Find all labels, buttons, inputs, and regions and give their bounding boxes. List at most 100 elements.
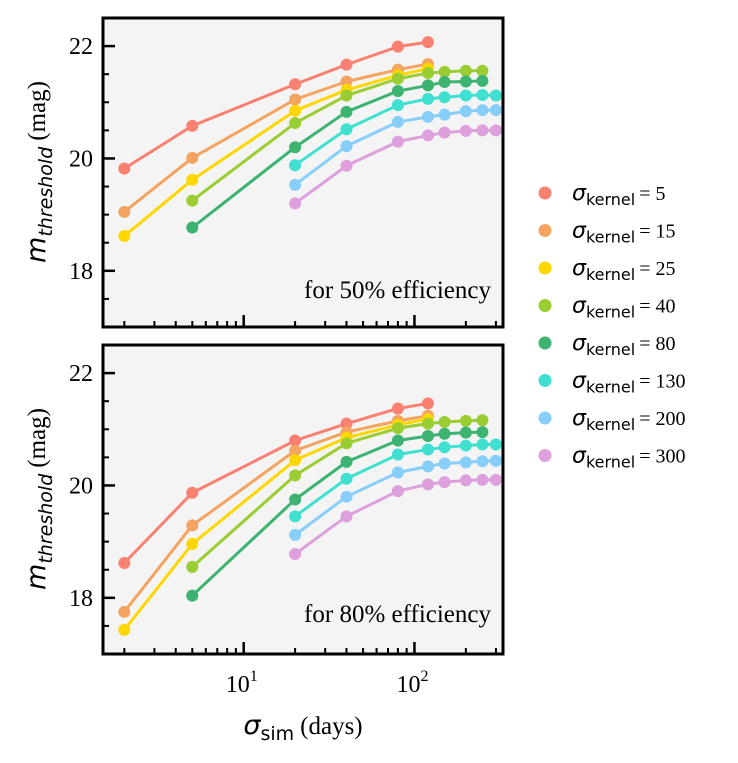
data-point bbox=[186, 221, 199, 234]
legend-marker bbox=[538, 336, 552, 350]
data-point bbox=[421, 443, 434, 456]
data-point bbox=[391, 99, 404, 112]
series-σkernel-300 bbox=[289, 473, 502, 560]
y-label-unit: (mag) bbox=[24, 408, 51, 468]
data-point bbox=[340, 58, 353, 71]
legend-item: σkernel = 5 bbox=[538, 181, 666, 209]
data-point bbox=[476, 124, 489, 137]
data-point bbox=[340, 123, 353, 136]
data-point bbox=[391, 40, 404, 53]
series-σkernel-5 bbox=[118, 397, 434, 569]
data-point bbox=[391, 485, 404, 498]
data-point bbox=[476, 74, 489, 87]
series-σkernel-200 bbox=[289, 104, 502, 191]
data-point bbox=[186, 151, 199, 164]
data-point bbox=[476, 104, 489, 117]
data-point bbox=[391, 85, 404, 98]
annotation-50-efficiency: for 50% efficiency bbox=[304, 277, 491, 304]
x-label-symbol: σ bbox=[243, 710, 261, 741]
data-point bbox=[489, 124, 502, 137]
series-layer bbox=[118, 36, 502, 242]
y-axis-label-top: mthreshold (mag) bbox=[21, 81, 57, 263]
data-point bbox=[289, 159, 302, 172]
data-point bbox=[391, 402, 404, 415]
data-point bbox=[489, 454, 502, 467]
x-label-subscript: sim bbox=[260, 723, 294, 745]
panel-top-50-efficiency: 18 20 22 for 50% efficiency mthreshold (mag… bbox=[21, 16, 505, 329]
data-point bbox=[459, 89, 472, 102]
data-point bbox=[289, 117, 302, 130]
series-σkernel-200 bbox=[289, 454, 502, 541]
series-σkernel-40 bbox=[186, 64, 489, 207]
legend-label: σkernel = 15 bbox=[572, 219, 676, 247]
y-label-unit: (mag) bbox=[24, 81, 51, 141]
data-point bbox=[421, 92, 434, 105]
data-point bbox=[186, 173, 199, 186]
data-point bbox=[421, 36, 434, 49]
series-σkernel-80 bbox=[186, 426, 489, 602]
legend-marker bbox=[538, 374, 552, 387]
data-point bbox=[340, 75, 353, 88]
y-tick-labels: 18 20 22 bbox=[69, 34, 93, 285]
legend-marker bbox=[538, 449, 552, 462]
data-point bbox=[118, 229, 131, 242]
x-axis-label: σsim (days) bbox=[243, 710, 362, 745]
y-tick-label: 20 bbox=[69, 146, 93, 172]
legend-label: σkernel = 200 bbox=[572, 406, 686, 434]
data-point bbox=[340, 417, 353, 430]
y-label-symbol: m bbox=[21, 564, 52, 590]
data-point bbox=[289, 547, 302, 560]
series-σkernel-80 bbox=[186, 74, 489, 234]
data-point bbox=[186, 519, 199, 532]
data-point bbox=[186, 560, 199, 573]
data-point bbox=[340, 490, 353, 503]
legend-item: σkernel = 40 bbox=[538, 294, 676, 322]
data-point bbox=[340, 455, 353, 468]
data-point bbox=[289, 178, 302, 191]
x-tick-labels: 101 102 bbox=[226, 668, 429, 698]
data-point bbox=[459, 124, 472, 137]
data-point bbox=[459, 64, 472, 77]
data-point bbox=[391, 115, 404, 128]
data-point bbox=[289, 454, 302, 467]
x-label-unit: (days) bbox=[300, 713, 362, 740]
y-label-subscript: threshold bbox=[35, 146, 57, 237]
series-σkernel-300 bbox=[289, 124, 502, 210]
data-point bbox=[118, 162, 131, 175]
data-point bbox=[438, 76, 451, 89]
legend-marker bbox=[538, 299, 552, 312]
data-point bbox=[340, 140, 353, 153]
panel-bottom-80-efficiency: 18 20 22 101 102 for 80% efficiency mthresh… bbox=[21, 343, 505, 745]
data-point bbox=[289, 434, 302, 447]
legend-label: σkernel = 5 bbox=[572, 181, 666, 209]
plot-background bbox=[103, 345, 503, 654]
legend-item: σkernel = 15 bbox=[538, 219, 676, 247]
data-point bbox=[459, 474, 472, 487]
data-point bbox=[421, 110, 434, 123]
y-tick-label: 18 bbox=[69, 586, 93, 612]
data-point bbox=[438, 427, 451, 440]
series-σkernel-15 bbox=[118, 58, 434, 218]
series-σkernel-40 bbox=[186, 414, 489, 573]
data-point bbox=[289, 104, 302, 117]
data-point bbox=[476, 455, 489, 468]
series-σkernel-5 bbox=[118, 36, 434, 175]
data-point bbox=[476, 438, 489, 451]
y-tick-label: 22 bbox=[69, 361, 93, 387]
y-tick-label: 18 bbox=[69, 259, 93, 285]
data-point bbox=[489, 438, 502, 451]
legend: σkernel = 5 σkernel = 15 σkernel = 25 σkernel =… bbox=[538, 181, 686, 472]
data-point bbox=[118, 605, 131, 618]
data-point bbox=[289, 141, 302, 154]
legend-item: σkernel = 300 bbox=[538, 444, 686, 472]
y-axis-label-bottom: mthreshold (mag) bbox=[21, 408, 57, 590]
data-point bbox=[391, 448, 404, 461]
legend-label: σkernel = 40 bbox=[572, 294, 676, 322]
data-point bbox=[340, 437, 353, 450]
data-point bbox=[438, 415, 451, 428]
data-point bbox=[340, 89, 353, 102]
data-point bbox=[489, 89, 502, 102]
data-point bbox=[421, 460, 434, 473]
data-point bbox=[186, 537, 199, 550]
data-point bbox=[459, 414, 472, 427]
